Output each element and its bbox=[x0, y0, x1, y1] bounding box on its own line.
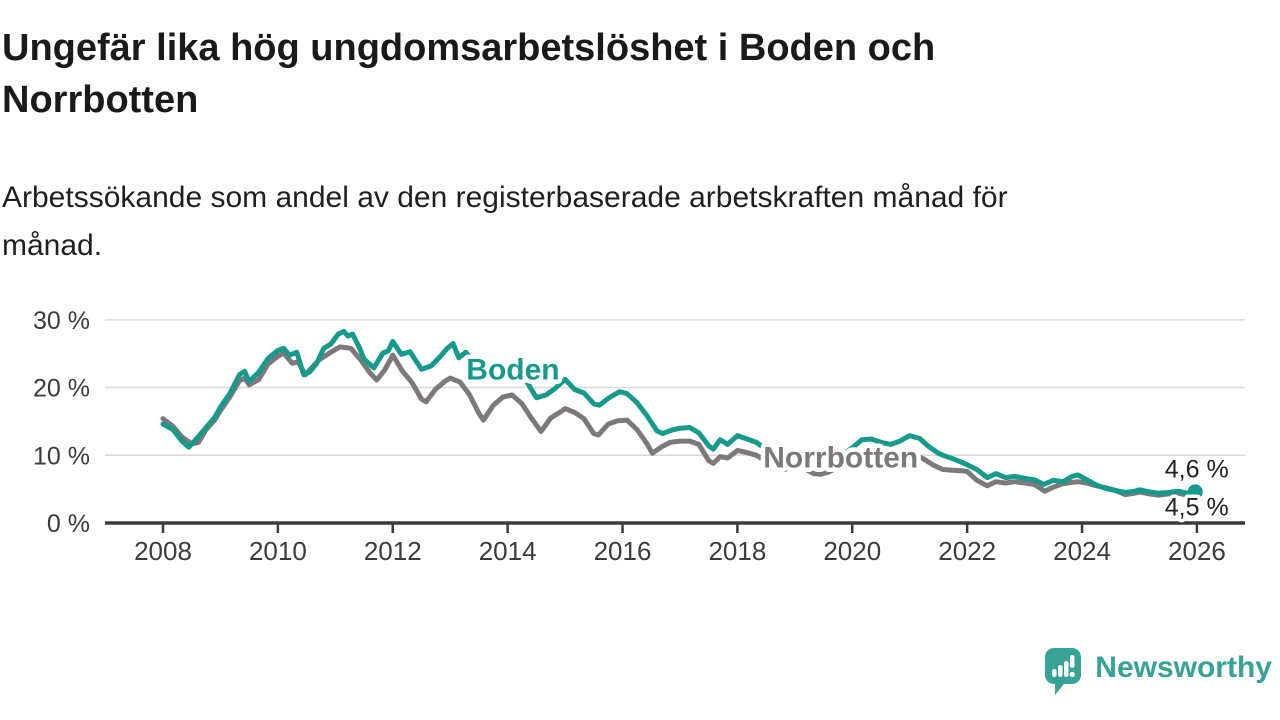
x-tick-label-2012: 2012 bbox=[364, 536, 422, 566]
series-line-boden bbox=[160, 328, 1198, 496]
chart-title: Ungefär lika hög ungdomsarbetslöshet i B… bbox=[2, 27, 936, 121]
x-tick-label-2008: 2008 bbox=[134, 536, 192, 566]
x-tick-label-2024: 2024 bbox=[1053, 536, 1111, 566]
annotation-4-5-: 4,5 % bbox=[1165, 494, 1229, 522]
series-line-norrbotten bbox=[160, 344, 1198, 498]
x-tick-label-2016: 2016 bbox=[594, 536, 652, 566]
x-axis: 2008 2010 2012 2014 2016 2018 2020 2022 2024 2026 bbox=[105, 521, 1245, 566]
gridlines bbox=[105, 319, 1245, 457]
newsworthy-logo-icon bbox=[1045, 648, 1082, 695]
newsworthy-logo-text: Newsworthy bbox=[1095, 651, 1272, 684]
annotations: Boden Norrbotten 4,6 % 4,5 % bbox=[462, 349, 1232, 525]
x-tick-label-2010: 2010 bbox=[249, 536, 307, 566]
y-tick-label-10: 10 % bbox=[33, 442, 90, 470]
y-tick-label-20: 20 % bbox=[33, 375, 90, 403]
x-tick-label-2020: 2020 bbox=[823, 536, 881, 566]
x-tick-label-2014: 2014 bbox=[479, 536, 537, 566]
annotation-boden: Boden bbox=[466, 353, 559, 386]
annotation-norrbotten: Norrbotten bbox=[763, 441, 918, 474]
newsworthy-logo: Newsworthy bbox=[1045, 648, 1272, 696]
x-tick-label-2026: 2026 bbox=[1168, 536, 1226, 566]
end-dot-boden bbox=[1187, 484, 1203, 500]
x-tick-label-2018: 2018 bbox=[708, 536, 766, 566]
x-tick-label-2022: 2022 bbox=[938, 536, 996, 566]
y-tick-label-30: 30 % bbox=[33, 307, 90, 335]
chart-subtitle: Arbetssökande som andel av den registerb… bbox=[2, 181, 1008, 262]
y-tick-label-0: 0 % bbox=[47, 510, 90, 538]
annotation-4-6-: 4,6 % bbox=[1165, 456, 1229, 484]
y-axis-labels: 30 % 20 % 10 % 0 % bbox=[33, 307, 90, 538]
